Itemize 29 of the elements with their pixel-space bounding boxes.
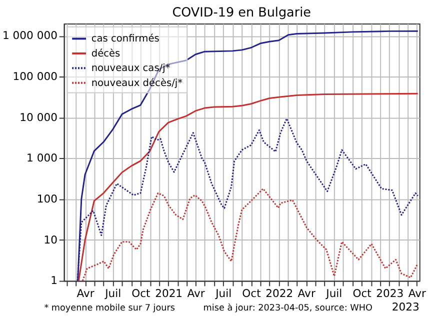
- text: 2023: [392, 300, 420, 314]
- x-tick-label: Avr: [298, 287, 316, 300]
- legend-label: nouveaux décès/j*: [91, 78, 183, 89]
- legend-label: nouveaux cas/j*: [91, 63, 170, 74]
- text: mise à jour: 2023-04-05, source: WHO: [203, 302, 372, 314]
- legend-label: cas confirmés: [91, 34, 160, 45]
- x-tick-label: Juil: [104, 287, 122, 300]
- x-tick-label: Oct: [352, 287, 372, 300]
- x-tick-label: Avr: [408, 287, 426, 300]
- y-tick-label: 1: [50, 274, 58, 288]
- x-tick-label: Avr: [187, 287, 206, 300]
- x-tick-label: 2021: [155, 287, 183, 300]
- line-series: [82, 188, 418, 281]
- x-tick-label: Juil: [325, 287, 342, 300]
- y-tick-label: 100 000: [12, 70, 58, 84]
- x-tick-label: Oct: [132, 287, 150, 300]
- text: * moyenne mobile sur 7 jours: [44, 303, 176, 314]
- y-tick-label: 1 000: [26, 152, 58, 165]
- x-tick-label: 2022: [266, 287, 294, 300]
- y-tick-label: 10 000: [20, 110, 58, 124]
- chart-title: COVID-19 en Bulgarie: [172, 6, 312, 21]
- x-tick-label: Avr: [76, 287, 95, 300]
- x-tick-label: Juil: [214, 287, 232, 300]
- y-tick-label: 10: [44, 233, 58, 246]
- legend-label: décès: [91, 48, 120, 60]
- x-tick-label: 2023: [376, 287, 404, 300]
- x-tick-label: Oct: [242, 287, 261, 300]
- y-tick-label: 100: [36, 192, 58, 206]
- y-tick-label: 1 000 000: [2, 29, 58, 42]
